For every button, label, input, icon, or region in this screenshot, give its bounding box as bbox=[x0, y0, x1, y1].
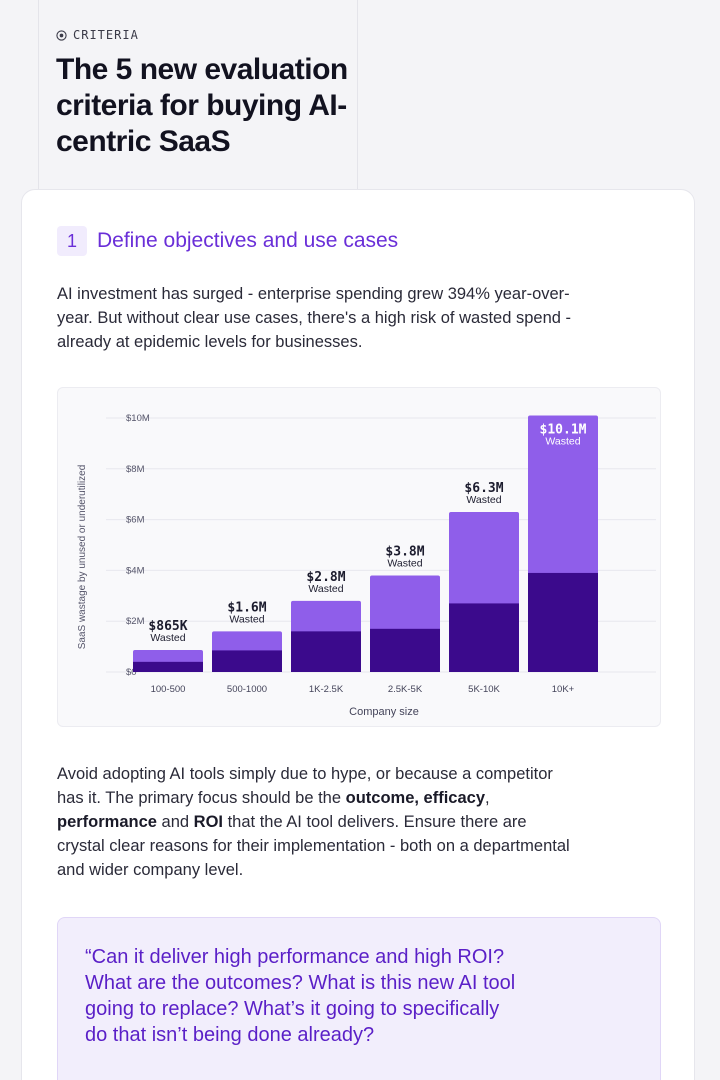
body-text: , bbox=[485, 789, 490, 807]
target-icon bbox=[56, 29, 67, 41]
y-tick-label: $4M bbox=[126, 565, 145, 576]
bar-value-label: $865K bbox=[148, 619, 187, 634]
x-axis-label: Company size bbox=[349, 706, 419, 718]
x-tick-label: 2.5K-5K bbox=[388, 684, 423, 695]
bar-base bbox=[449, 603, 519, 672]
divider-line bbox=[38, 0, 39, 190]
y-tick-label: $8M bbox=[126, 464, 145, 475]
x-tick-label: 1K-2.5K bbox=[309, 684, 344, 695]
bar-value-label: $2.8M bbox=[306, 570, 345, 585]
bar-base bbox=[370, 628, 440, 672]
chart-canvas: $10M $8M $6M $4M $2M $0 SaaS wastage by unused… bbox=[77, 413, 656, 718]
y-tick-label: $2M bbox=[126, 616, 145, 627]
bar-value-label: $1.6M bbox=[227, 600, 266, 615]
eyebrow-label: CRITERIA bbox=[73, 28, 139, 42]
bar-sub-label: Wasted bbox=[545, 435, 580, 447]
body-emphasis: outcome, efficacy bbox=[345, 789, 485, 807]
criteria-card: 1 Define objectives and use cases AI inv… bbox=[21, 189, 695, 1080]
eyebrow: CRITERIA bbox=[56, 28, 356, 42]
bar-value-label: $6.3M bbox=[464, 481, 503, 496]
bar-base bbox=[528, 572, 598, 672]
body-emphasis: performance bbox=[57, 813, 157, 831]
x-tick-label: 500-1000 bbox=[227, 684, 267, 695]
bar-value-label: $3.8M bbox=[385, 544, 424, 559]
y-axis-label: SaaS wastage by unused or underutilized bbox=[77, 465, 88, 650]
body-text: that the AI tool delivers. Ensure there … bbox=[57, 813, 570, 879]
bar-sub-label: Wasted bbox=[229, 613, 264, 625]
body-paragraph: Avoid adopting AI tools simply due to hy… bbox=[57, 762, 577, 882]
quote-box: “Can it deliver high performance and hig… bbox=[57, 917, 661, 1080]
bar-base bbox=[291, 631, 361, 672]
divider-line bbox=[357, 0, 358, 190]
x-tick-label: 100-500 bbox=[151, 684, 186, 695]
section-number: 1 bbox=[57, 226, 87, 256]
y-tick-label: $10M bbox=[126, 413, 150, 424]
page-title: The 5 new evaluation criteria for buying… bbox=[56, 53, 348, 158]
bar-sub-label: Wasted bbox=[466, 494, 501, 506]
bar-sub-label: Wasted bbox=[387, 557, 422, 569]
wastage-chart: $10M $8M $6M $4M $2M $0 SaaS wastage by unused… bbox=[57, 387, 661, 727]
bar-base bbox=[212, 650, 282, 672]
x-tick-label: 10K+ bbox=[552, 684, 575, 695]
page-header: CRITERIA The 5 new evaluation criteria f… bbox=[56, 28, 356, 160]
body-text: and bbox=[156, 813, 194, 831]
body-emphasis: ROI bbox=[193, 813, 223, 831]
intro-paragraph: AI investment has surged - enterprise sp… bbox=[57, 285, 571, 351]
section-title: Define objectives and use cases bbox=[97, 229, 399, 252]
bar-base bbox=[133, 661, 203, 672]
section-heading: 1 Define objectives and use cases bbox=[57, 226, 398, 256]
y-tick-label: $6M bbox=[126, 515, 145, 526]
x-tick-label: 5K-10K bbox=[468, 684, 500, 695]
quote-text: “Can it deliver high performance and hig… bbox=[85, 946, 516, 1046]
bar-sub-label: Wasted bbox=[308, 583, 343, 595]
body-text: Avoid adopting AI tools simply due to hy… bbox=[57, 765, 553, 807]
bar-value-label: $10.1M bbox=[540, 422, 587, 437]
bar-sub-label: Wasted bbox=[150, 632, 185, 644]
y-tick-label: $0 bbox=[126, 667, 137, 678]
